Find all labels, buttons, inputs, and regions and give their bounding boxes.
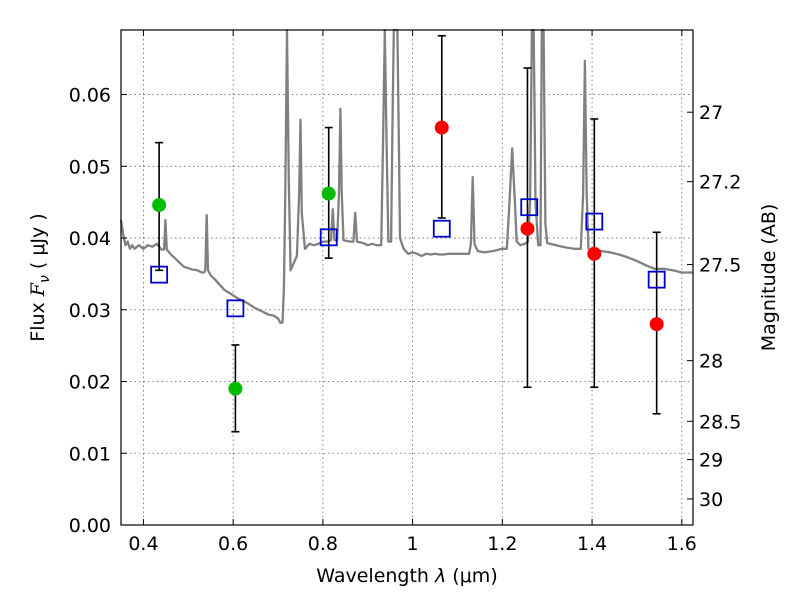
x-axis-label: Wavelength λ (μm) [316,565,497,587]
model-square-marker [226,299,245,318]
model-square-marker [319,228,338,247]
y-tick-label: 0.04 [69,228,111,250]
x-tick-label: 0.4 [128,533,158,555]
mag-tick-label: 27.5 [699,255,741,277]
y-axis-label-unit: ( μJy ) [27,213,49,275]
x-axis-label-text: Wavelength [316,565,435,587]
spectrum-line [119,28,693,324]
y-axis-label-subscript: ν [37,275,53,283]
model-square-marker [520,198,539,217]
y2-axis-label: Magnitude (AB) [758,204,780,352]
green-point-marker [152,198,167,213]
x-tick-label: 1.2 [487,533,517,555]
model-square-marker [585,212,604,231]
x-tick-label: 1.4 [577,533,607,555]
red-point-marker [520,221,535,236]
mag-tick-label: 28 [699,351,723,373]
model-square-marker [647,270,666,289]
grid-lines [121,30,693,525]
y-tick-label: 0.02 [69,372,111,394]
red-point-marker [649,317,664,332]
mag-tick-label: 27 [699,102,723,124]
y-tick-label: 0.03 [69,300,111,322]
model-square-marker [150,265,169,284]
y-tick-label: 0.05 [69,156,111,178]
marker-layer [150,34,666,433]
x-tick-label: 0.8 [308,533,338,555]
y-axis-label: Flux Fν ( μJy ) [27,213,53,341]
mag-tick-label: 28.5 [699,411,741,433]
mag-tick-label: 29 [699,450,723,472]
tick-marks [121,30,693,526]
model-square-marker [432,219,451,238]
y-tick-label: 0.00 [69,515,111,537]
red-point-marker [434,120,449,135]
red-point-marker [587,246,602,261]
x-axis-label-symbol: λ [434,565,446,587]
y-tick-label: 0.06 [69,85,111,107]
y-tick-label: 0.01 [69,443,111,465]
mag-tick-label: 30 [699,489,723,511]
green-point-marker [321,186,336,201]
x-tick-label: 1.6 [667,533,697,555]
x-axis-label-unit: (μm) [446,565,497,587]
y-axis-label-text: Flux [27,296,49,342]
x-tick-label: 0.6 [218,533,248,555]
plot-frame [120,29,694,526]
green-point-marker [228,381,243,396]
y-axis-label-symbol: F [27,282,49,297]
mag-tick-label: 27.2 [699,172,741,194]
spectrum-layer [119,28,693,324]
x-tick-label: 1 [407,533,419,555]
